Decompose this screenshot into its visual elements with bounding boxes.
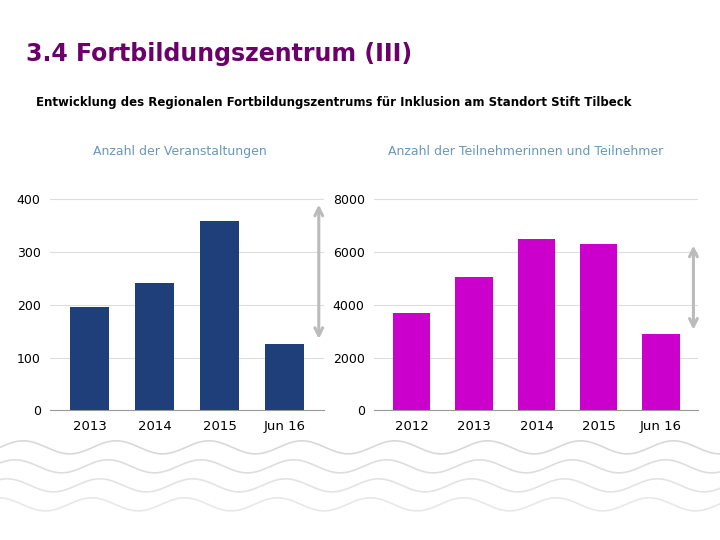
Bar <box>266 345 305 410</box>
Text: 3.4 Fortbildungszentrum (III): 3.4 Fortbildungszentrum (III) <box>26 42 412 66</box>
Bar <box>518 239 555 410</box>
Bar <box>393 313 431 410</box>
Bar <box>200 221 239 410</box>
Bar <box>456 277 492 410</box>
Bar <box>135 282 174 410</box>
Text: Anzahl der Teilnehmerinnen und Teilnehmer: Anzahl der Teilnehmerinnen und Teilnehme… <box>388 145 663 158</box>
Bar <box>70 307 109 410</box>
Text: Anzahl der Veranstaltungen: Anzahl der Veranstaltungen <box>93 145 267 158</box>
Bar <box>580 244 618 410</box>
Text: Entwicklung des Regionalen Fortbildungszentrums für Inklusion am Standort Stift : Entwicklung des Regionalen Fortbildungsz… <box>36 96 631 109</box>
Bar <box>642 334 680 410</box>
Polygon shape <box>649 499 669 522</box>
